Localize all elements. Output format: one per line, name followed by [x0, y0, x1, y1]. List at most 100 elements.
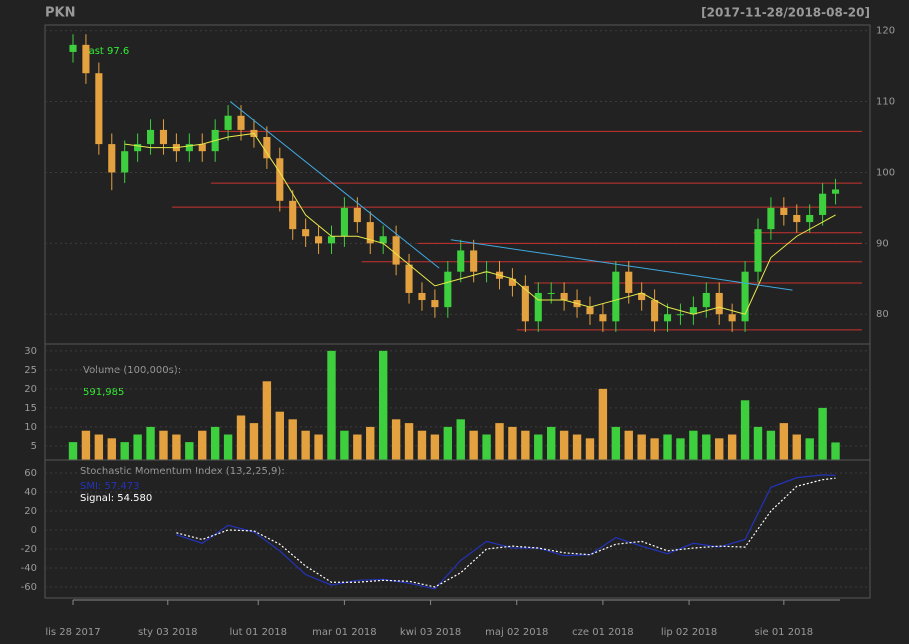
volume-bar [547, 426, 556, 460]
candle-body [780, 207, 788, 215]
y-tick-label: 60 [24, 468, 37, 479]
volume-bar [120, 442, 129, 460]
volume-bar [534, 434, 543, 460]
y-tick-label: -20 [21, 544, 37, 555]
volume-bar [430, 434, 440, 460]
volume-bar [508, 426, 517, 460]
volume-bar [249, 423, 259, 460]
candle-body [831, 189, 840, 194]
volume-bar [314, 434, 323, 460]
volume-bar [172, 434, 181, 460]
volume-bar [391, 419, 401, 460]
candle-body [379, 236, 387, 244]
candle-body [224, 115, 232, 130]
candle-body [754, 229, 762, 272]
volume-bar [469, 430, 478, 460]
volume-bar [715, 438, 724, 460]
volume-bar [107, 438, 116, 460]
y-tick-label: 40 [24, 487, 37, 498]
y-tick-label: 0 [31, 525, 37, 536]
trend-line [450, 239, 793, 291]
volume-bar [753, 426, 763, 460]
y-tick-label: 25 [24, 365, 37, 376]
volume-bar [210, 426, 220, 460]
trend-line [229, 101, 440, 269]
volume-bar [482, 434, 491, 460]
volume-bar [340, 430, 349, 460]
candle-body [302, 229, 310, 237]
candle-body [612, 271, 620, 322]
y-tick-label: 20 [24, 384, 37, 395]
volume-bar [521, 430, 530, 460]
volume-bar [456, 419, 465, 460]
volume-bar [301, 430, 310, 460]
candle-body [638, 292, 646, 301]
smi-title: Stochastic Momentum Index (13,2,25,9): [80, 466, 285, 477]
volume-bar [818, 407, 827, 460]
x-tick-label: lis 28 2017 [45, 627, 100, 638]
y-tick-label: 15 [24, 403, 37, 414]
volume-bar [650, 438, 659, 460]
candle-body [392, 236, 400, 265]
volume-bar [159, 430, 168, 460]
candle-body [793, 214, 801, 223]
candle-body [806, 214, 814, 223]
x-tick-label: sie 01 2018 [755, 627, 814, 638]
volume-bar [94, 434, 104, 460]
candle-body [767, 207, 775, 230]
candle-body [263, 137, 271, 159]
volume-bar [327, 350, 336, 460]
panel-frame [44, 459, 871, 599]
x-tick-label: kwi 03 2018 [400, 627, 461, 638]
volume-title: Volume (100,000s): [83, 365, 181, 376]
volume-bar [689, 430, 698, 460]
candle-body [289, 200, 297, 230]
volume-bar [637, 434, 646, 460]
x-tick-label: maj 02 2018 [485, 627, 548, 638]
volume-bar [404, 423, 414, 460]
candle-body [185, 144, 193, 152]
volume-bar [443, 426, 453, 460]
y-tick-label: 100 [876, 167, 895, 178]
candle-body [108, 144, 116, 173]
volume-bar [236, 415, 246, 460]
x-tick-label: lip 02 2018 [661, 627, 717, 638]
x-tick-label: lut 01 2018 [229, 627, 287, 638]
candle-body [689, 307, 697, 315]
volume-bar [288, 419, 297, 460]
y-tick-label: 90 [876, 238, 889, 249]
candle-body [82, 44, 90, 74]
y-tick-label: 5 [31, 441, 37, 452]
volume-bar [262, 381, 272, 460]
volume-bar [572, 434, 582, 460]
candle-body [146, 129, 155, 145]
volume-bar [417, 430, 427, 460]
volume-bar [805, 438, 814, 460]
y-tick-label: 110 [876, 97, 895, 108]
chart-title: PKN [45, 6, 75, 21]
volume-bar [585, 438, 595, 460]
x-tick-label: mar 01 2018 [312, 627, 377, 638]
candle-body [340, 207, 348, 237]
legend-entry: SMI: 57.473 [80, 481, 139, 492]
volume-bar [68, 442, 78, 460]
candle-body [663, 314, 672, 322]
y-tick-label: -60 [21, 582, 37, 593]
volume-last: 591,985 [83, 387, 124, 398]
y-tick-label: 30 [24, 346, 37, 357]
volume-bar [81, 430, 91, 460]
candle-body [715, 292, 723, 315]
candle-body [95, 73, 103, 145]
volume-bar [676, 438, 685, 460]
volume-bar [727, 434, 737, 460]
candle-body [741, 271, 749, 322]
candle-body [457, 250, 465, 272]
smi-line [176, 474, 836, 590]
volume-bar [740, 400, 750, 460]
volume-bar [198, 430, 207, 460]
volume-bar [495, 423, 504, 460]
candle-body [521, 285, 529, 322]
